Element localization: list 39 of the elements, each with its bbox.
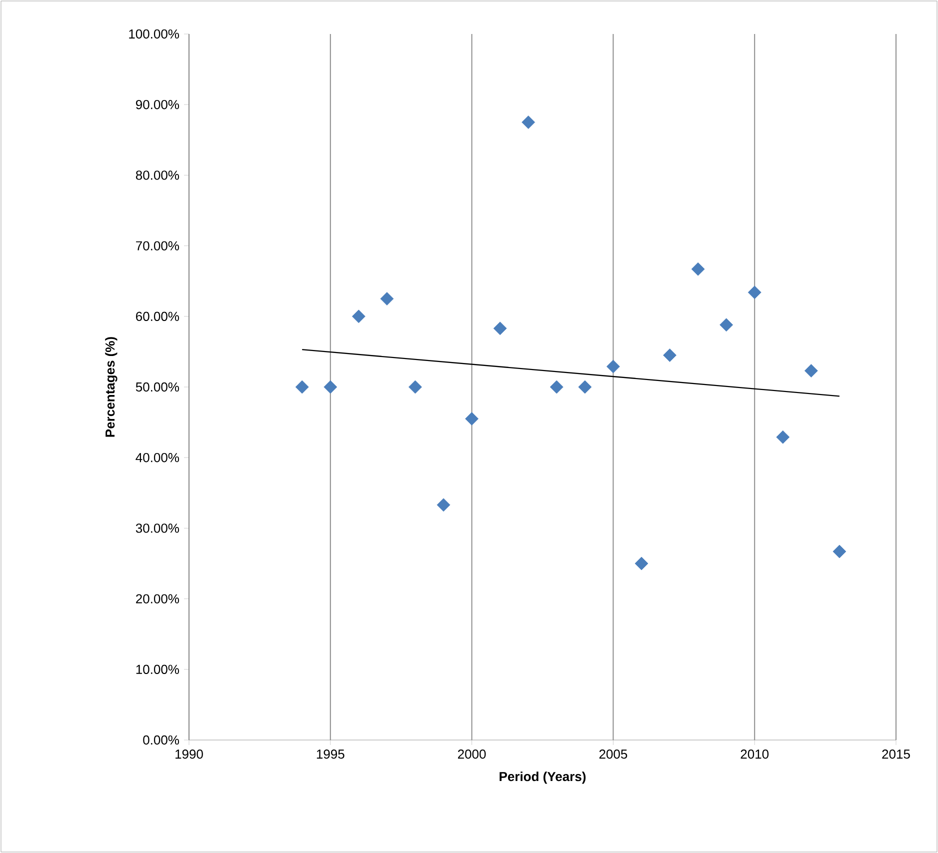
point [606, 360, 620, 374]
x-axis-title: Period (Years) [500, 772, 586, 784]
y-tick-label: 80.00% [136, 170, 179, 180]
y-tick-label: 60.00% [136, 312, 179, 321]
point [720, 318, 734, 332]
point [408, 380, 422, 394]
y-tick-label: 90.00% [136, 100, 179, 110]
point [691, 262, 705, 276]
point [436, 498, 450, 512]
point [804, 364, 818, 378]
point [663, 348, 676, 362]
point [522, 116, 536, 129]
point [493, 322, 507, 336]
y-tick-label: 20.00% [136, 594, 179, 604]
y-tick-label: 0.00% [143, 735, 180, 745]
y-tick-label: 70.00% [136, 241, 179, 250]
point [352, 310, 366, 324]
y-tick-label: 100.00% [129, 29, 179, 39]
point [550, 380, 564, 394]
y-tick-label: 30.00% [136, 524, 179, 533]
y-tick-label: 50.00% [136, 382, 179, 392]
point [578, 380, 592, 394]
point [380, 292, 394, 306]
point [748, 286, 762, 300]
point [832, 544, 846, 558]
point [776, 430, 790, 444]
x-tick-label: 2010 [740, 750, 769, 759]
x-tick-label: 1995 [316, 750, 344, 759]
x-tick-label: 2015 [882, 750, 910, 759]
point [324, 380, 338, 394]
point [465, 412, 479, 426]
x-tick-label: 2000 [458, 750, 486, 759]
point [295, 380, 309, 394]
point [634, 556, 648, 570]
x-tick-label: 2005 [599, 750, 628, 759]
y-tick-label: 10.00% [136, 664, 179, 674]
y-tick-label: 40.00% [136, 452, 179, 462]
y-axis-title: Percentages (%) [105, 337, 118, 437]
x-tick-label: 1990 [176, 750, 203, 759]
